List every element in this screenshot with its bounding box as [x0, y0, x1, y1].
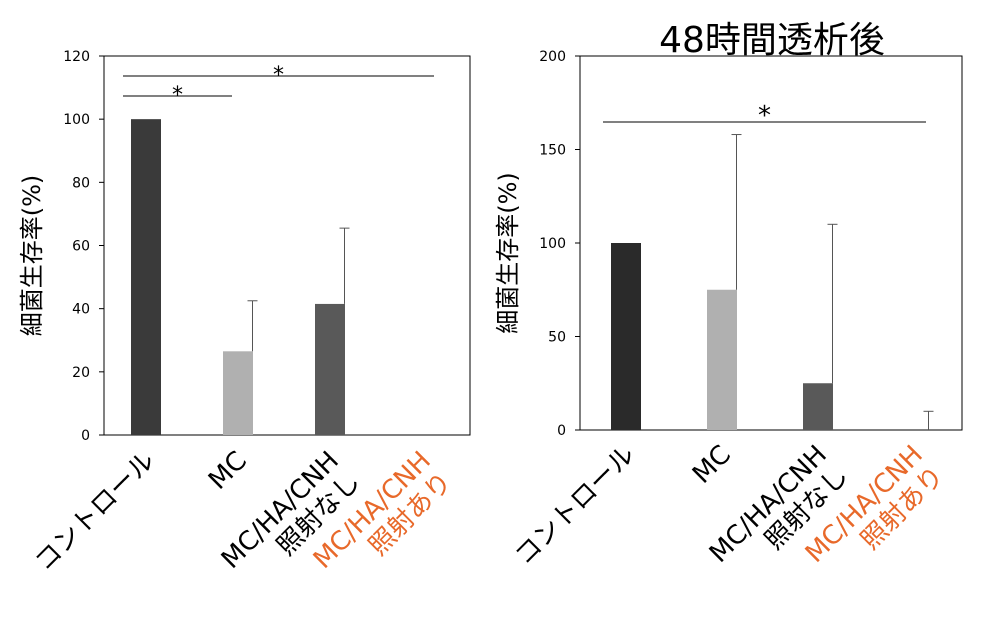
y-tick-label: 40	[72, 302, 90, 318]
y-tick-label: 50	[548, 330, 566, 346]
bar	[707, 289, 737, 430]
y-tick-label: 150	[539, 143, 566, 159]
y-tick-label: 0	[81, 428, 90, 444]
bar	[803, 383, 833, 430]
y-tick-label: 60	[72, 239, 90, 255]
category-label: コントロール	[29, 446, 161, 578]
category-label-line: MC	[203, 446, 253, 496]
y-axis-label: 細菌生存率(%)	[494, 172, 522, 334]
bar	[131, 119, 161, 436]
significance-marker: *	[758, 101, 771, 131]
significance-marker: *	[172, 83, 183, 108]
category-label: MC	[687, 440, 737, 490]
category-label: コントロール	[509, 440, 641, 572]
y-tick-label: 0	[557, 423, 566, 439]
y-tick-label: 20	[72, 365, 90, 381]
bar	[315, 303, 345, 435]
category-label-line: コントロール	[509, 440, 641, 572]
y-tick-label: 100	[539, 236, 566, 252]
chart-title: 48時間透析後	[659, 20, 885, 61]
y-tick-label: 80	[72, 175, 90, 191]
category-label-line: MC	[687, 440, 737, 490]
significance-marker: *	[273, 63, 284, 88]
bar	[223, 351, 253, 435]
category-label: MC	[203, 446, 253, 496]
bar	[611, 243, 641, 430]
y-axis-label: 細菌生存率(%)	[18, 175, 46, 337]
y-tick-label: 100	[63, 112, 90, 128]
y-tick-label: 120	[63, 49, 90, 65]
category-label-line: コントロール	[29, 446, 161, 578]
y-tick-label: 200	[539, 49, 566, 65]
